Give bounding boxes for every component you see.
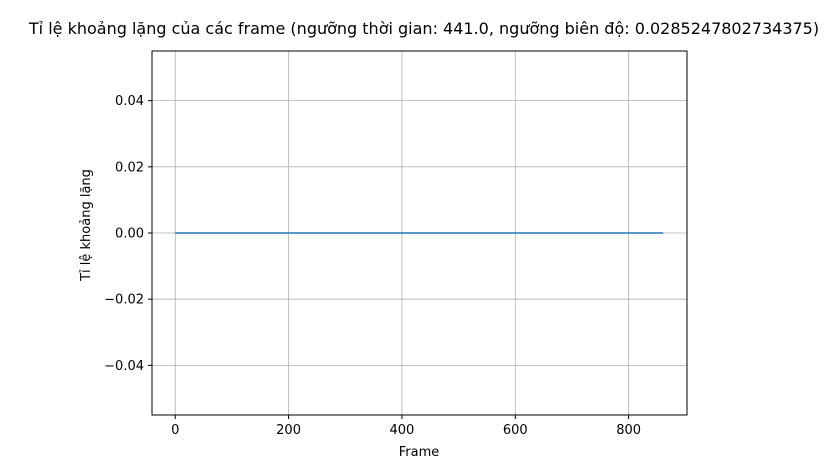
x-axis-label: Frame	[399, 445, 440, 460]
x-tick-label: 800	[616, 423, 641, 438]
y-tick-label: 0.04	[115, 94, 144, 109]
ticks: 0 200 400 600 800 −0.04 −0.02 0.00 0.02 0.04	[104, 94, 641, 438]
y-tick-label: −0.04	[104, 359, 144, 374]
y-tick-label: 0.00	[115, 227, 144, 242]
y-axis-label: Tỉ lệ khoảng lặng	[79, 169, 94, 282]
y-tick-label: 0.02	[115, 160, 144, 175]
x-tick-label: 0	[171, 423, 179, 438]
y-tick-label: −0.02	[104, 293, 144, 308]
x-tick-label: 200	[276, 423, 301, 438]
x-tick-label: 400	[390, 423, 415, 438]
x-tick-label: 600	[503, 423, 528, 438]
chart-title: Tỉ lệ khoảng lặng của các frame (ngưỡng …	[28, 19, 819, 38]
